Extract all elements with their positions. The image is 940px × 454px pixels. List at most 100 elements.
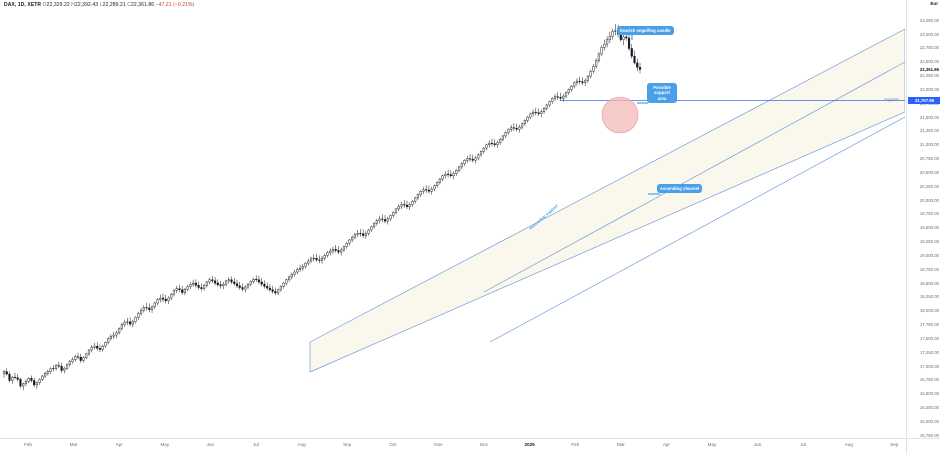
candle-body-up bbox=[400, 204, 403, 207]
candle-body-down bbox=[403, 204, 406, 206]
candle-body-up bbox=[482, 147, 485, 152]
candle-body-down bbox=[427, 189, 430, 192]
possible-support-ellipse bbox=[601, 96, 639, 134]
callout-bearish-engulfing[interactable]: bearish engulfing candle bbox=[617, 26, 674, 36]
candle-body-up bbox=[159, 297, 162, 300]
candle-body-down bbox=[268, 287, 271, 290]
candle-body-up bbox=[562, 95, 565, 99]
candle-body-up bbox=[63, 368, 66, 371]
time-tick: Sep bbox=[890, 442, 899, 447]
candle-body-up bbox=[394, 208, 398, 213]
candle-body-up bbox=[296, 269, 299, 273]
price-tick: 22,750.00 bbox=[919, 45, 939, 51]
candle-body-down bbox=[145, 307, 148, 309]
candle-body-up bbox=[167, 297, 170, 302]
price-tick: 17,500.00 bbox=[919, 335, 939, 341]
price-tick: 21,500.00 bbox=[919, 114, 939, 120]
price-plot-pane[interactable]: bearish engulfing candle Possible suppor… bbox=[0, 12, 905, 438]
legend-change: −47.21 (−0.21%) bbox=[155, 2, 195, 8]
candle-body-up bbox=[479, 151, 483, 155]
candle-body-down bbox=[537, 112, 540, 115]
legend-low-label: L bbox=[99, 2, 103, 8]
candle-body-up bbox=[175, 288, 178, 291]
candle-body-up bbox=[2, 371, 6, 374]
candle-body-up bbox=[595, 60, 598, 67]
candle-body-up bbox=[150, 306, 154, 310]
candle-body-down bbox=[161, 297, 165, 300]
price-tick-last-close: 22,361.86 bbox=[919, 66, 939, 72]
candle-body-up bbox=[68, 361, 71, 365]
candle-body-down bbox=[515, 127, 518, 130]
candle-body-up bbox=[249, 281, 252, 285]
channel-upper-line bbox=[309, 28, 905, 343]
candle-body-up bbox=[356, 233, 359, 235]
candle-body-up bbox=[345, 243, 348, 247]
price-axis[interactable]: Eur 23,250.00 23,000.00 22,750.00 22,500.00… bbox=[906, 0, 940, 438]
candle-body-up bbox=[304, 262, 307, 267]
callout-ascending-channel[interactable]: Ascending channel bbox=[657, 184, 703, 194]
candle-body-up bbox=[532, 111, 535, 115]
candle-body-up bbox=[208, 279, 211, 283]
candle-body-down bbox=[241, 287, 244, 290]
candle-body-up bbox=[419, 191, 422, 195]
candle-body-down bbox=[633, 56, 636, 64]
candle-body-down bbox=[194, 282, 197, 286]
candle-body-up bbox=[392, 212, 395, 216]
time-tick: May bbox=[707, 442, 717, 447]
candle-body-up bbox=[186, 286, 189, 290]
candle-body-down bbox=[238, 285, 241, 288]
time-tick: Jul bbox=[800, 442, 807, 447]
candle-body-up bbox=[35, 382, 38, 386]
candle-body-up bbox=[488, 142, 491, 146]
candle-body-up bbox=[564, 92, 568, 97]
candle-body-up bbox=[353, 234, 356, 238]
candle-body-up bbox=[131, 321, 134, 325]
price-tick: 17,750.00 bbox=[919, 322, 939, 328]
candle-body-up bbox=[38, 379, 41, 383]
candle-body-up bbox=[614, 30, 617, 32]
candle-body-up bbox=[293, 271, 296, 275]
legend-symbol[interactable]: DAX, 1D, XETR bbox=[4, 2, 42, 8]
price-tick: 18,000.00 bbox=[919, 308, 939, 314]
chart-legend[interactable]: DAX, 1D, XETR O22,329.22 H22,392.43 L22,… bbox=[4, 1, 194, 9]
candle-body-up bbox=[389, 215, 392, 220]
candle-body-down bbox=[98, 348, 102, 350]
candle-body-down bbox=[13, 376, 17, 378]
candle-body-up bbox=[320, 257, 324, 261]
candle-body-up bbox=[474, 157, 477, 161]
candle-body-up bbox=[510, 127, 513, 130]
candle-body-up bbox=[112, 334, 115, 337]
candle-body-up bbox=[422, 189, 425, 192]
price-tick: 23,250.00 bbox=[919, 17, 939, 23]
time-axis[interactable]: Feb Mar Apr May Jun Jul Aug Sep Oct Nov Dec 2025 Feb… bbox=[0, 438, 906, 454]
candle-body-down bbox=[381, 218, 384, 220]
candle-body-up bbox=[485, 144, 488, 149]
candle-body-up bbox=[496, 142, 499, 146]
candle-body-up bbox=[139, 309, 143, 314]
candle-body-down bbox=[214, 280, 217, 284]
candle-body-up bbox=[282, 282, 285, 287]
legend-close-label: C bbox=[127, 2, 131, 8]
candle-body-up bbox=[41, 375, 44, 380]
candle-body-up bbox=[460, 163, 463, 168]
candle-body-down bbox=[559, 96, 562, 99]
last-price-badge[interactable]: 21,797.99 bbox=[908, 97, 940, 105]
candle-body-up bbox=[244, 286, 247, 290]
axis-corner bbox=[906, 438, 940, 454]
price-tick: 19,500.00 bbox=[919, 225, 939, 231]
candle-body-down bbox=[447, 173, 450, 175]
callout-possible-support[interactable]: Possible support area bbox=[647, 83, 677, 104]
price-tick: 20,500.00 bbox=[919, 169, 939, 175]
candle-body-down bbox=[19, 379, 22, 387]
candle-body-up bbox=[408, 204, 411, 207]
candle-body-up bbox=[518, 126, 521, 130]
candle-body-up bbox=[172, 290, 176, 295]
candle-body-down bbox=[383, 219, 387, 222]
candle-body-up bbox=[411, 200, 414, 205]
chart-canvas bbox=[2, 24, 905, 391]
candle-body-up bbox=[44, 373, 47, 377]
candle-body-up bbox=[205, 281, 208, 286]
candle-body-up bbox=[523, 120, 526, 124]
candle-body-up bbox=[342, 246, 346, 251]
candle-body-up bbox=[331, 249, 335, 252]
